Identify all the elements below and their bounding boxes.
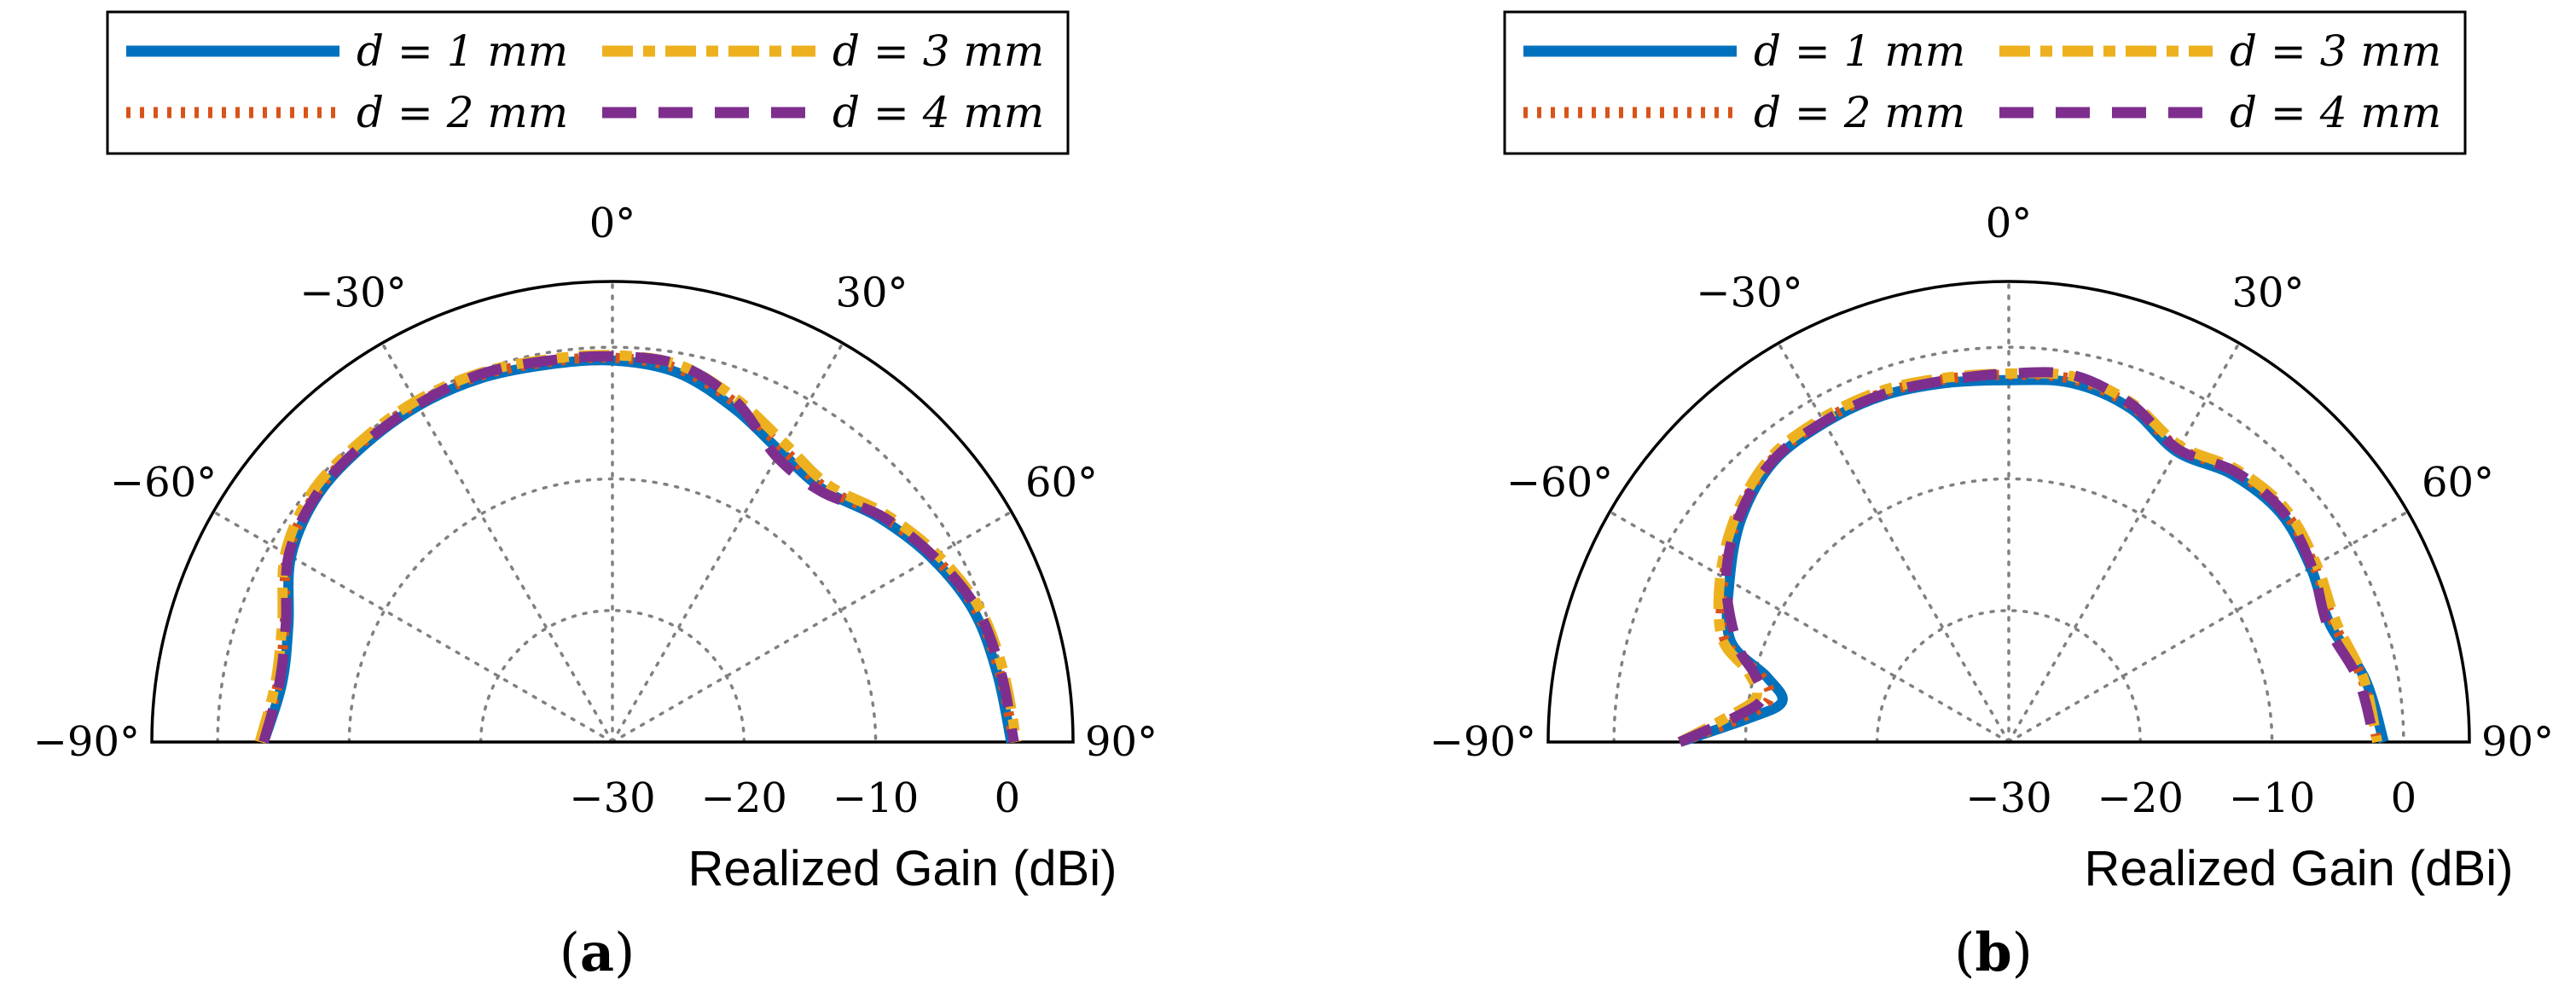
series-line: [1678, 374, 2389, 747]
angle-tick-label: 0°: [589, 200, 636, 247]
angle-tick-label: −30°: [299, 270, 406, 317]
angle-tick-label: 30°: [835, 270, 908, 317]
angle-tick-label: −60°: [110, 459, 217, 507]
legend: d = 1 mm d = 2 mm d = 3 mm d = 4 mm: [1503, 10, 2467, 155]
angle-tick-label: 0°: [1986, 200, 2033, 247]
legend-label: d = 3 mm: [833, 26, 1044, 76]
legend-box: [1503, 10, 2467, 155]
axis-title: Realized Gain (dBi): [688, 841, 1117, 896]
angle-tick-label: 60°: [2422, 459, 2494, 507]
series-line: [258, 355, 1017, 744]
series-group: [1677, 367, 2389, 747]
angle-tick-label: −30°: [1696, 270, 1802, 317]
axis-title: Realized Gain (dBi): [2085, 841, 2514, 896]
radial-tick-label: −10: [2229, 774, 2315, 822]
grid-spoke: [611, 510, 1013, 744]
polar-boundary: [150, 280, 1075, 744]
legend-label: d = 2 mm: [357, 88, 568, 137]
series-group: [254, 350, 1022, 744]
angle-tick-label: −60°: [1506, 459, 1613, 507]
grid-spoke: [611, 341, 844, 744]
angle-tick-label: 90°: [2481, 718, 2554, 766]
radial-tick-label: 0: [995, 774, 1021, 822]
legend-box: [106, 10, 1070, 155]
radial-tick-label: −30: [1965, 774, 2051, 822]
legend-label: d = 2 mm: [1754, 88, 1965, 137]
angle-tick-label: 30°: [2231, 270, 2304, 317]
grid-spoke: [2007, 510, 2410, 744]
radial-tick-label: 0: [2391, 774, 2417, 822]
grid-circle: [1612, 345, 2405, 744]
panel-label-a: (a): [560, 921, 635, 983]
grid-spoke: [1608, 510, 2010, 744]
legend-label: d = 1 mm: [357, 26, 568, 76]
polar-grid: [1608, 280, 2410, 744]
panel-label-b: (b): [1954, 921, 2033, 983]
series-line: [258, 351, 1019, 744]
legend-label: d = 4 mm: [2230, 88, 2441, 137]
legend: d = 1 mm d = 2 mm d = 3 mm d = 4 mm: [106, 10, 1070, 155]
legend-label: d = 1 mm: [1754, 26, 1965, 76]
series-line: [254, 350, 1022, 744]
angle-tick-label: 90°: [1085, 718, 1157, 766]
grid-spoke: [2007, 341, 2241, 744]
grid-circle: [1743, 478, 2274, 744]
series-line: [1678, 369, 2382, 747]
series-line: [256, 352, 1019, 744]
polar-chart-a: d = 1 mm d = 2 mm d = 3 mm d = 4 mm −90° −60°…: [33, 10, 1157, 896]
radial-tick-label: −20: [701, 774, 787, 822]
polar-grid: [212, 280, 1013, 744]
polar-boundary: [1546, 280, 2471, 744]
angle-tick-label: −90°: [33, 718, 140, 766]
angle-tick-label: 60°: [1025, 459, 1098, 507]
radial-tick-label: −30: [569, 774, 655, 822]
series-line: [1677, 368, 2382, 747]
grid-circle: [216, 345, 1009, 744]
radial-tick-label: −10: [833, 774, 919, 822]
radial-tick-label: −20: [2097, 774, 2184, 822]
polar-chart-b: d = 1 mm d = 2 mm d = 3 mm d = 4 mm −90° −60°…: [1430, 10, 2554, 896]
grid-spoke: [1777, 341, 2010, 744]
grid-spoke: [380, 341, 614, 744]
grid-spoke: [212, 510, 614, 744]
angle-tick-label: −90°: [1430, 718, 1536, 766]
series-line: [1677, 367, 2380, 747]
legend-label: d = 4 mm: [833, 88, 1044, 137]
legend-label: d = 3 mm: [2230, 26, 2441, 76]
grid-circle: [347, 478, 878, 744]
